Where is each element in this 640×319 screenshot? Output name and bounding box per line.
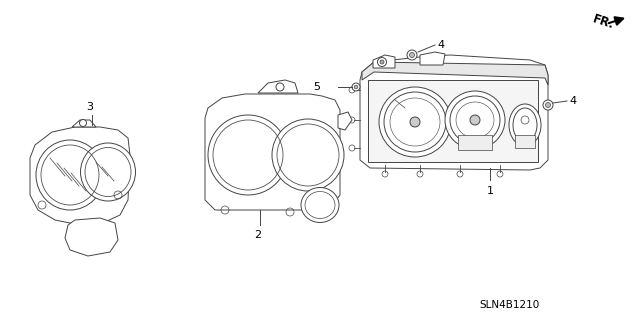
Polygon shape	[420, 52, 445, 65]
Ellipse shape	[36, 140, 104, 210]
Circle shape	[276, 83, 284, 91]
Text: 4: 4	[437, 40, 444, 50]
Circle shape	[410, 117, 420, 127]
Polygon shape	[338, 112, 352, 130]
Circle shape	[407, 50, 417, 60]
Polygon shape	[362, 62, 548, 85]
Ellipse shape	[81, 143, 136, 201]
Ellipse shape	[301, 188, 339, 222]
Text: 5: 5	[313, 82, 320, 92]
Text: 4: 4	[569, 96, 576, 106]
Polygon shape	[458, 135, 492, 150]
Text: 3: 3	[86, 102, 93, 112]
Ellipse shape	[208, 115, 288, 195]
Polygon shape	[373, 55, 395, 68]
Polygon shape	[368, 80, 538, 162]
Text: SLN4B1210: SLN4B1210	[480, 300, 540, 310]
Text: 1: 1	[486, 186, 493, 196]
Ellipse shape	[445, 91, 505, 149]
Polygon shape	[360, 55, 548, 170]
Circle shape	[380, 60, 384, 64]
Circle shape	[378, 57, 387, 66]
Polygon shape	[258, 80, 298, 93]
Circle shape	[545, 102, 550, 108]
Text: 2: 2	[255, 230, 262, 240]
Circle shape	[352, 83, 360, 91]
Circle shape	[543, 100, 553, 110]
Polygon shape	[205, 94, 340, 210]
Circle shape	[354, 85, 358, 89]
Text: FR.: FR.	[591, 12, 616, 32]
Polygon shape	[72, 120, 96, 127]
Circle shape	[79, 120, 86, 127]
Polygon shape	[515, 135, 535, 148]
Circle shape	[470, 115, 480, 125]
Ellipse shape	[509, 104, 541, 146]
Polygon shape	[65, 218, 118, 256]
Polygon shape	[30, 127, 130, 225]
Ellipse shape	[272, 119, 344, 191]
Circle shape	[410, 53, 415, 57]
Ellipse shape	[379, 87, 451, 157]
